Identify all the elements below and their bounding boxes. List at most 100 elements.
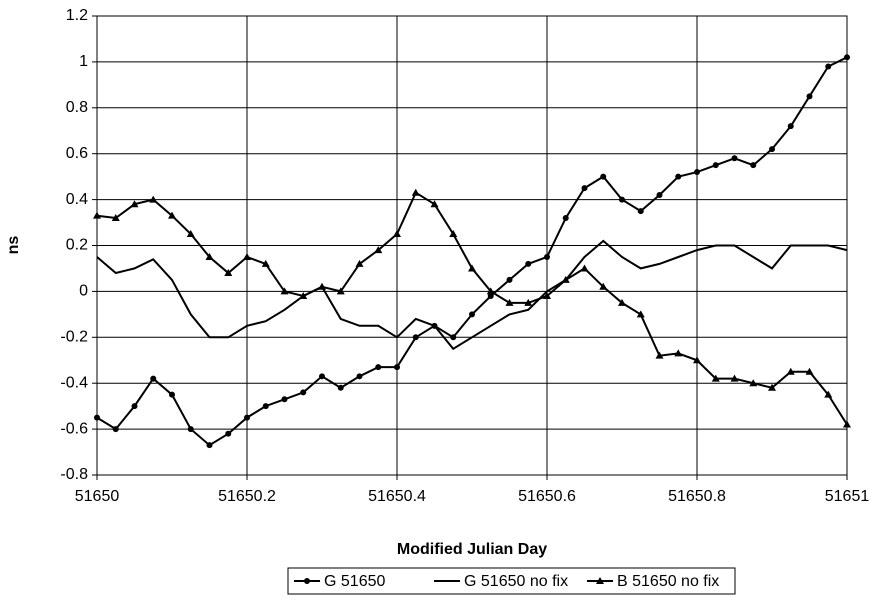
point — [675, 173, 682, 180]
y-tick-label: 0.8 — [66, 99, 88, 116]
point — [600, 173, 607, 180]
point — [825, 63, 832, 70]
point — [581, 185, 588, 192]
point — [806, 93, 813, 100]
point — [112, 426, 119, 433]
point — [318, 282, 326, 290]
x-tick-label: 51650.8 — [668, 488, 726, 505]
point — [712, 162, 719, 169]
point — [469, 311, 475, 318]
point — [524, 298, 533, 306]
point — [843, 420, 851, 428]
y-tick-label: 0 — [79, 283, 88, 300]
x-tick-label: 51650.4 — [368, 488, 426, 505]
point — [655, 351, 664, 359]
point — [824, 390, 833, 398]
y-tick-label: 1 — [79, 53, 88, 70]
point — [187, 426, 194, 433]
point — [636, 310, 645, 318]
point — [487, 292, 494, 299]
point — [769, 146, 775, 153]
point — [637, 208, 644, 215]
point — [711, 374, 720, 382]
y-tick-label: -0.8 — [60, 466, 88, 483]
point — [430, 200, 439, 208]
point — [336, 287, 345, 295]
point — [805, 367, 814, 375]
point — [224, 269, 233, 277]
point — [319, 373, 325, 380]
point — [599, 282, 608, 290]
x-tick-label: 51650 — [75, 488, 120, 505]
point — [169, 391, 175, 398]
point — [150, 375, 157, 382]
legend-label: G 51650 no fix — [464, 573, 568, 590]
point — [730, 374, 739, 382]
point — [525, 260, 532, 267]
point — [94, 414, 100, 421]
point — [618, 298, 626, 306]
y-tick-label: -0.6 — [60, 420, 88, 437]
point — [356, 373, 363, 380]
point — [337, 384, 344, 391]
point — [131, 403, 138, 410]
point — [281, 396, 288, 403]
point — [355, 259, 364, 267]
point — [168, 211, 176, 219]
x-tick-label: 51650.2 — [218, 488, 276, 505]
point — [506, 276, 513, 283]
point — [544, 253, 550, 260]
point — [749, 379, 758, 387]
point — [243, 252, 251, 260]
point — [299, 291, 308, 299]
legend: G 51650 G 51650 no fix B 51650 no fix — [287, 567, 736, 595]
x-tick-label: 51651 — [825, 488, 870, 505]
point — [449, 230, 458, 238]
point — [412, 334, 419, 341]
point — [787, 123, 794, 130]
point — [786, 367, 795, 375]
point — [505, 298, 514, 306]
y-tick-label: -0.4 — [60, 374, 88, 391]
legend-label: B 51650 no fix — [617, 573, 719, 590]
point — [304, 578, 310, 584]
point — [750, 162, 757, 169]
legend-box — [287, 567, 736, 595]
y-tick-label: 0.6 — [66, 145, 88, 162]
point — [186, 230, 195, 238]
point — [561, 275, 570, 283]
point — [596, 577, 604, 584]
point — [768, 383, 776, 391]
y-tick-label: 0.4 — [66, 191, 88, 208]
point — [93, 211, 101, 219]
point — [205, 252, 214, 260]
point — [486, 287, 495, 295]
point — [411, 188, 420, 196]
legend-label: G 51650 — [324, 573, 385, 590]
point — [543, 291, 551, 299]
y-tick-label: -0.2 — [60, 329, 88, 346]
point — [375, 364, 382, 371]
point — [280, 287, 289, 295]
point — [244, 414, 250, 421]
point — [562, 214, 569, 221]
point — [580, 264, 589, 272]
y-tick-label: 1.2 — [66, 7, 88, 24]
point — [393, 230, 401, 238]
point — [674, 349, 683, 357]
point — [130, 200, 139, 208]
y-axis-label: ns — [5, 236, 22, 255]
point — [111, 213, 120, 221]
x-tick-label: 51650.6 — [518, 488, 576, 505]
point — [656, 192, 663, 199]
point — [206, 442, 213, 449]
x-axis-label: Modified Julian Day — [397, 541, 547, 558]
y-tick-label: 0.2 — [66, 237, 88, 254]
point — [149, 195, 158, 203]
point — [468, 264, 476, 272]
point — [450, 334, 457, 341]
point — [619, 196, 625, 203]
point — [225, 430, 232, 437]
point — [300, 389, 307, 396]
